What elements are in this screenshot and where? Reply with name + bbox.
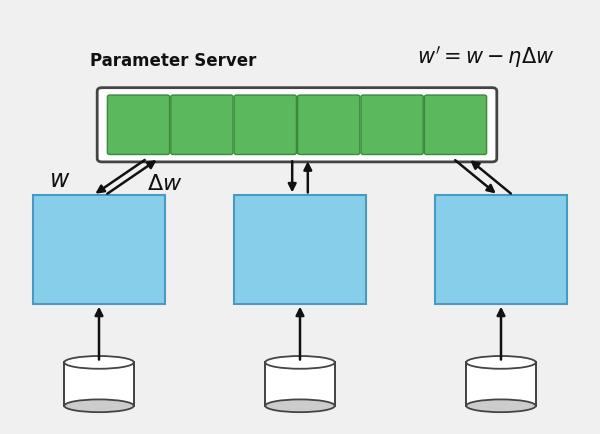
FancyBboxPatch shape (234, 95, 296, 155)
Text: $w' = w - \eta\Delta w$: $w' = w - \eta\Delta w$ (417, 44, 555, 70)
Bar (265, 362, 335, 406)
Ellipse shape (466, 356, 536, 369)
Ellipse shape (466, 399, 536, 412)
Bar (466, 362, 536, 406)
FancyBboxPatch shape (361, 95, 423, 155)
Ellipse shape (64, 399, 134, 412)
FancyBboxPatch shape (171, 95, 233, 155)
Text: Parameter Server: Parameter Server (90, 53, 256, 70)
FancyBboxPatch shape (298, 95, 360, 155)
Ellipse shape (64, 356, 134, 369)
Bar (435, 195, 567, 304)
Text: $\Delta w$: $\Delta w$ (147, 173, 182, 194)
Bar (33, 195, 165, 304)
FancyBboxPatch shape (107, 95, 170, 155)
FancyBboxPatch shape (424, 95, 487, 155)
Ellipse shape (265, 399, 335, 412)
Bar (64, 362, 134, 406)
Ellipse shape (265, 356, 335, 369)
Text: $w$: $w$ (49, 168, 71, 192)
Bar (234, 195, 366, 304)
FancyBboxPatch shape (97, 88, 497, 162)
